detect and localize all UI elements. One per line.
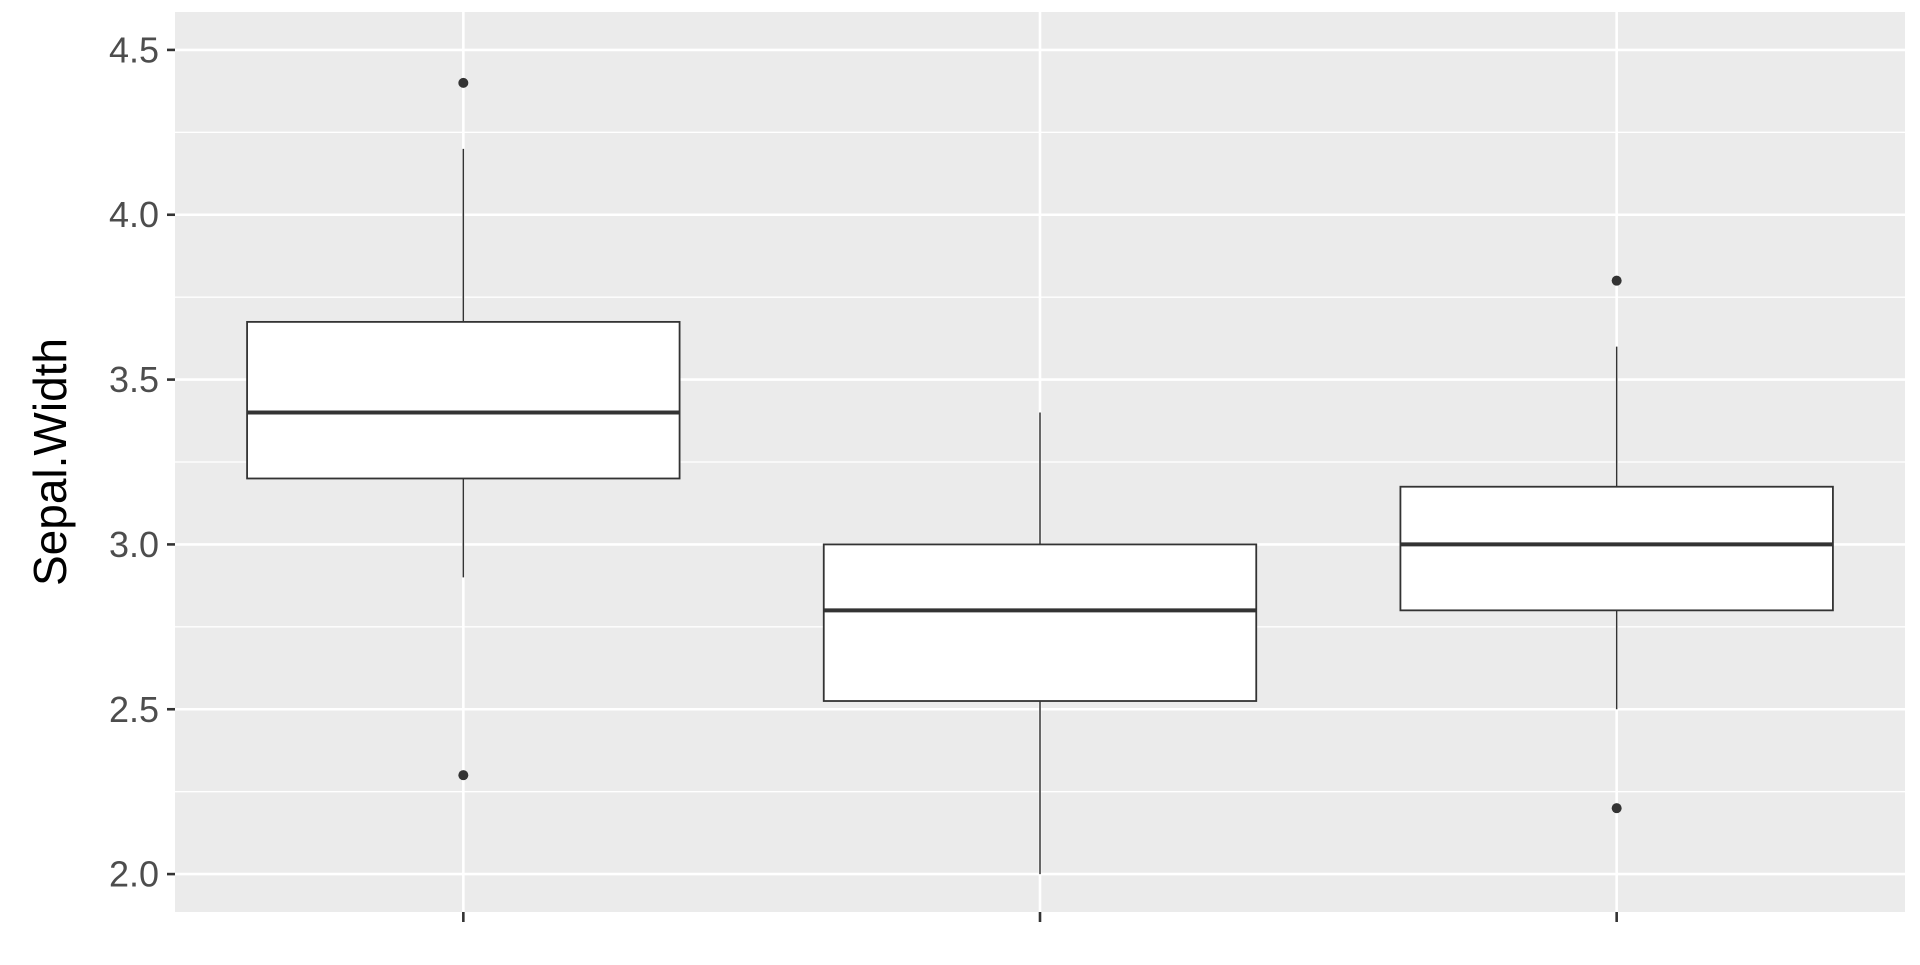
outlier-point	[458, 770, 469, 781]
x-axis	[462, 912, 1618, 922]
y-tick-label: 4.5	[109, 29, 159, 70]
y-axis-title: Sepal.Width	[24, 338, 76, 586]
y-axis: 2.0 2.5 3.0 3.5 4.0 4.5	[109, 29, 175, 895]
box-group	[822, 412, 1258, 875]
box-body	[822, 543, 1258, 702]
outlier-point	[458, 77, 469, 88]
outlier-point	[1611, 275, 1622, 286]
y-tick-label: 2.5	[109, 689, 159, 730]
boxes	[246, 77, 1834, 875]
y-tick-label: 2.0	[109, 854, 159, 895]
box-group	[1399, 275, 1834, 814]
y-tick-label: 3.5	[109, 359, 159, 400]
y-tick-label: 4.0	[109, 194, 159, 235]
outlier-point	[1611, 803, 1622, 814]
box-body	[246, 320, 681, 480]
y-tick-label: 3.0	[109, 524, 159, 565]
box-group	[246, 77, 681, 781]
box-body	[1399, 485, 1834, 612]
